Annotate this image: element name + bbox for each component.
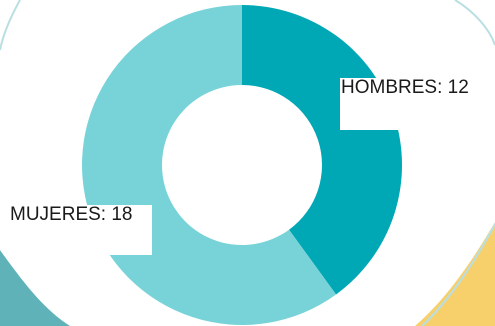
left-decor-band xyxy=(0,250,70,326)
right-decor-arc xyxy=(420,222,495,326)
top-right-decor-arc xyxy=(454,0,495,46)
right-decor-band xyxy=(415,222,495,326)
slice-hombres xyxy=(242,5,402,295)
top-left-decor-arc xyxy=(0,0,21,51)
data-label-mujeres: MUJERES: 18 xyxy=(10,205,152,255)
left-decor-arc xyxy=(0,244,86,326)
data-label-hombres: HOMBRES: 12 xyxy=(340,78,495,130)
